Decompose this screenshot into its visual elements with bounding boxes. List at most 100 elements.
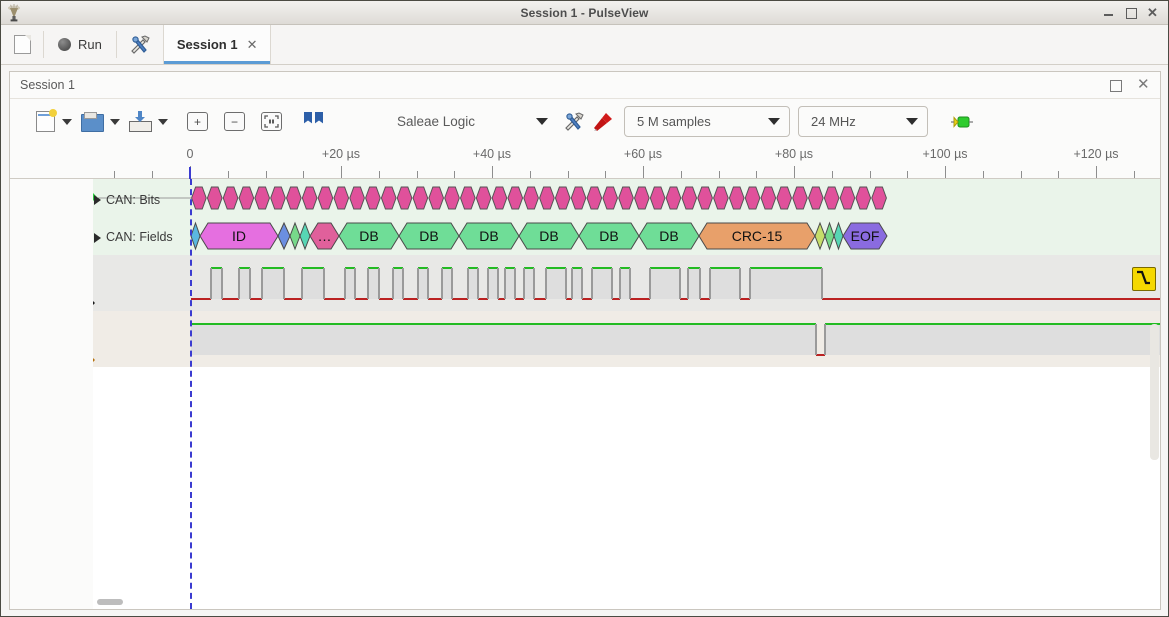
ruler-tick-minor (1058, 171, 1059, 178)
new-session-button[interactable] (1, 25, 43, 64)
run-button[interactable]: Run (44, 25, 116, 64)
ruler-tick-minor (417, 171, 418, 178)
ruler-tick-minor (870, 171, 871, 178)
horizontal-scrollbar-thumb[interactable] (97, 599, 123, 605)
channel-row-rx[interactable] (93, 255, 1160, 311)
can-field-label: DB (599, 228, 618, 244)
subwindow-controls: ✕ (1109, 76, 1160, 93)
can-bit-cell (317, 186, 334, 210)
waveform-high-fill (546, 268, 566, 299)
waveform-high-fill (211, 268, 222, 299)
save-download-icon (129, 111, 152, 132)
ruler-tick-minor (681, 171, 682, 178)
device-name-label: Saleae Logic (397, 114, 476, 129)
waveform-high-fill (239, 268, 250, 299)
waveform-high-fill (620, 268, 630, 299)
can-bit-cell (792, 186, 808, 210)
waveform-high-fill (650, 268, 680, 299)
trace-viewport[interactable]: 0 +20 µs +40 µs +60 µs +80 µs +100 µs +120 µs … (10, 144, 1160, 609)
channel-row-tx[interactable] (93, 311, 1160, 367)
can-bit-cell (380, 186, 397, 210)
trigger-flags-button[interactable] (304, 106, 323, 138)
can-field-label: EOF (851, 228, 880, 244)
chevron-down-icon (536, 118, 548, 125)
can-bit-cell (586, 186, 603, 210)
can-bit-cell (871, 186, 887, 210)
ruler-tick-minor (1021, 171, 1022, 178)
ruler-tick-minor (303, 171, 304, 178)
waveform-high-fill (262, 268, 284, 299)
pulseview-logo-icon (5, 3, 23, 22)
can-field-annotation (277, 221, 291, 251)
save-file-button[interactable] (129, 106, 152, 138)
sample-count-selector[interactable]: 5 M samples (624, 106, 790, 137)
ruler-tick-minor (114, 171, 115, 178)
can-bit-cell (412, 186, 429, 210)
can-bit-cell (839, 186, 856, 210)
trigger-cursor-line[interactable] (190, 179, 192, 609)
can-bit-cell (254, 186, 271, 210)
trigger-flags-icon (304, 112, 323, 131)
new-file-button[interactable] (36, 106, 57, 138)
ruler-tick-minor (152, 171, 153, 178)
can-field-annotation (289, 221, 301, 251)
ruler-label: +40 µs (472, 147, 512, 161)
sample-count-label: 5 M samples (637, 114, 711, 129)
can-bit-cell (554, 186, 571, 210)
sample-rate-selector[interactable]: 24 MHz (798, 106, 928, 137)
can-field-annotation: DB (518, 222, 580, 250)
expand-triangle-icon[interactable] (94, 233, 101, 243)
can-bit-cell (539, 186, 555, 210)
can-bit-cell (270, 186, 286, 210)
can-bit-cell (349, 186, 365, 210)
save-file-dropdown-icon[interactable] (158, 118, 168, 125)
falling-edge-trigger-icon[interactable] (1132, 267, 1156, 291)
can-bits-annotations (93, 186, 887, 210)
can-bit-cell (665, 186, 682, 210)
ruler-tick-major (794, 166, 795, 178)
can-field-annotation: … (309, 222, 340, 250)
ruler-label: +60 µs (623, 147, 663, 161)
can-bit-cell (459, 186, 476, 210)
can-field-annotation (833, 221, 844, 251)
device-settings-icon (565, 111, 584, 131)
tools-button[interactable] (117, 25, 163, 64)
can-field-annotation (190, 221, 201, 251)
maximize-button[interactable] (1125, 7, 1137, 19)
can-bit-cell (649, 186, 666, 210)
minimize-button[interactable] (1103, 7, 1114, 18)
vertical-scrollbar[interactable] (1150, 324, 1159, 460)
probe-button[interactable] (593, 106, 613, 138)
ruler-tick-minor (756, 171, 757, 178)
decoder-row-can-bits[interactable] (93, 179, 1160, 217)
ruler-tick-major (341, 166, 342, 178)
new-file-dropdown-icon[interactable] (62, 118, 72, 125)
ruler-tick-major (492, 166, 493, 178)
time-ruler[interactable]: 0 +20 µs +40 µs +60 µs +80 µs +100 µs +120 µs (10, 144, 1160, 179)
waveform-high-fill (468, 268, 478, 299)
close-button[interactable]: ✕ (1147, 5, 1158, 20)
session-tabs: Session 1 ✕ (162, 25, 272, 64)
ruler-tick-minor (228, 171, 229, 178)
horizontal-scrollbar[interactable] (94, 598, 1160, 607)
device-selector[interactable]: Saleae Logic (385, 106, 557, 137)
decoder-row-label-can-bits: CAN: Bits (106, 193, 161, 207)
zoom-fit-button[interactable] (261, 106, 282, 138)
decoder-row-can-fields[interactable]: ID … DB DB DB DB DB DB CRC-15 EOF (93, 217, 1160, 255)
can-field-annotation (824, 221, 835, 251)
zoom-fit-icon (261, 112, 282, 131)
tab-close-icon[interactable]: ✕ (246, 36, 258, 52)
can-field-label: ID (232, 228, 246, 244)
zoom-in-button[interactable]: + (187, 106, 208, 138)
device-settings-button[interactable] (563, 106, 585, 138)
open-file-dropdown-icon[interactable] (110, 118, 120, 125)
subwindow-close-button[interactable]: ✕ (1137, 76, 1150, 93)
toolbar-separator (115, 31, 117, 58)
expand-triangle-icon[interactable] (94, 195, 101, 205)
open-file-button[interactable] (81, 106, 104, 138)
session-subwindow: Session 1 ✕ + − (9, 71, 1161, 610)
tab-session-1[interactable]: Session 1 ✕ (162, 25, 272, 64)
subwindow-maximize-button[interactable] (1109, 79, 1122, 92)
zoom-out-button[interactable]: − (224, 106, 245, 138)
